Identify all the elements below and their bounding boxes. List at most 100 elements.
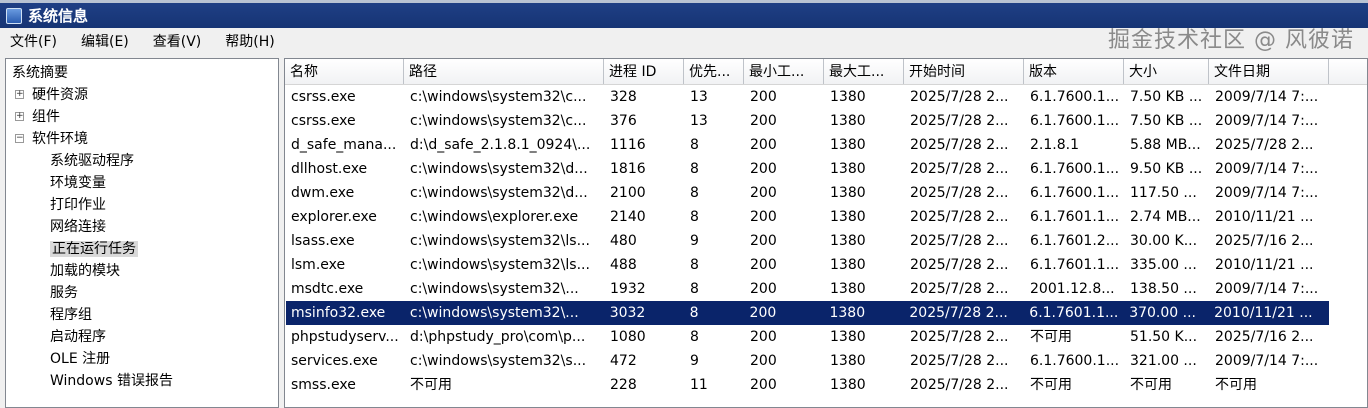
tree-item-label: 环境变量 <box>50 175 106 191</box>
column-header[interactable]: 进程 ID <box>604 59 684 84</box>
table-row[interactable]: dllhost.exe c:\windows\system32\d... 1816 8… <box>286 157 1367 181</box>
table-row[interactable]: services.exe c:\windows\system32\s... 472 9… <box>286 349 1367 373</box>
tree-child-item[interactable]: Windows 错误报告 <box>12 370 278 392</box>
table-cell: 2025/7/28 2... <box>910 185 1009 201</box>
table-cell: msinfo32.exe <box>291 305 386 321</box>
table-cell: lsass.exe <box>291 233 355 249</box>
table-cell: 200 <box>750 137 777 153</box>
table-cell: 2025/7/28 2... <box>910 257 1009 273</box>
table-cell: 6.1.7601.2... <box>1030 233 1120 249</box>
table-cell: 13 <box>690 89 708 105</box>
table-cell: 6.1.7600.1... <box>1030 161 1120 177</box>
tree-child-item[interactable]: 正在运行任务 <box>12 238 278 260</box>
table-cell: 200 <box>750 233 777 249</box>
tree-child-item[interactable]: 环境变量 <box>12 172 278 194</box>
tree-child-item[interactable]: 系统驱动程序 <box>12 150 278 172</box>
table-cell: 228 <box>610 377 637 393</box>
table-cell: 2025/7/28 2... <box>910 281 1009 297</box>
tree-child-item[interactable]: OLE 注册 <box>12 348 278 370</box>
table-cell: 117.50 ... <box>1130 185 1197 201</box>
tree-child-item[interactable]: 打印作业 <box>12 194 278 216</box>
table-cell: 2025/7/28 2... <box>910 233 1009 249</box>
menu-help[interactable]: 帮助(H) <box>225 34 275 50</box>
menu-file[interactable]: 文件(F) <box>10 34 57 50</box>
table-cell: 1080 <box>610 329 646 345</box>
tree-item-label: 系统驱动程序 <box>50 153 134 169</box>
table-cell: 3032 <box>609 305 646 321</box>
table-row[interactable]: msdtc.exe c:\windows\system32\... 1932 8 200… <box>286 277 1367 301</box>
table-row[interactable]: lsm.exe c:\windows\system32\ls... 488 8 200 1… <box>286 253 1367 277</box>
table-cell: 1932 <box>610 281 646 297</box>
table-cell: 1380 <box>830 209 866 225</box>
column-header[interactable]: 路径 <box>404 59 604 84</box>
column-header[interactable]: 最大工... <box>824 59 904 84</box>
table-cell: 2025/7/28 2... <box>910 209 1009 225</box>
table-row[interactable]: csrss.exe c:\windows\system32\c... 328 13 20… <box>286 85 1367 109</box>
tree-child-item[interactable]: 网络连接 <box>12 216 278 238</box>
table-row[interactable]: phpstudyserv... d:\phpstudy_pro\com\p... 1… <box>286 325 1367 349</box>
column-header[interactable]: 最小工... <box>744 59 824 84</box>
tree-item[interactable]: + 组件 <box>12 106 278 128</box>
column-header[interactable]: 名称 <box>285 59 404 84</box>
table-cell: 200 <box>750 257 777 273</box>
table-cell: 2025/7/28 2... <box>910 377 1009 393</box>
column-header[interactable]: 优先... <box>684 59 744 84</box>
tree-item[interactable]: + 硬件资源 <box>12 84 278 106</box>
table-cell: 200 <box>750 209 777 225</box>
table-cell: 不可用 <box>410 377 452 393</box>
menu-view[interactable]: 查看(V) <box>152 34 202 50</box>
tree-item-system-summary[interactable]: 系统摘要 <box>12 65 68 81</box>
column-header[interactable]: 版本 <box>1024 59 1124 84</box>
table-row[interactable]: csrss.exe c:\windows\system32\c... 376 13 20… <box>286 109 1367 133</box>
table-cell: 2025/7/28 2... <box>909 305 1008 321</box>
collapse-icon[interactable]: − <box>15 133 24 143</box>
table-row[interactable]: smss.exe 不可用 228 11 200 1380 2025/7/28 2... 不可用… <box>286 373 1367 397</box>
expand-icon[interactable]: + <box>15 89 24 99</box>
table-cell: 328 <box>610 89 637 105</box>
column-header[interactable]: 大小 <box>1124 59 1209 84</box>
table-cell: d_safe_mana... <box>291 137 397 153</box>
table-cell: c:\windows\system32\ls... <box>410 233 590 249</box>
tree-child-item[interactable]: 程序组 <box>12 304 278 326</box>
table-cell: 2009/7/14 7:... <box>1215 281 1319 297</box>
menu-edit[interactable]: 编辑(E) <box>80 34 129 50</box>
table-cell: 8 <box>690 209 699 225</box>
table-cell: 2009/7/14 7:... <box>1215 185 1319 201</box>
table-cell: msdtc.exe <box>291 281 364 297</box>
table-cell: c:\windows\system32\ls... <box>410 257 590 273</box>
table-cell: 376 <box>610 113 637 129</box>
table-row[interactable]: msinfo32.exe c:\windows\system32\... 3032 8… <box>286 301 1329 325</box>
column-header[interactable]: 文件日期 <box>1209 59 1329 84</box>
table-cell: 不可用 <box>1215 377 1257 393</box>
tree-child-item[interactable]: 启动程序 <box>12 326 278 348</box>
table-cell: 472 <box>610 353 637 369</box>
table-row[interactable]: dwm.exe c:\windows\system32\d... 2100 8 200 1… <box>286 181 1367 205</box>
table-row[interactable]: explorer.exe c:\windows\explorer.exe 2140 8… <box>286 205 1367 229</box>
table-cell: 8 <box>690 257 699 273</box>
window-title: 系统信息 <box>28 7 89 25</box>
tree-item-label: OLE 注册 <box>50 351 111 367</box>
table-cell: 6.1.7600.1... <box>1030 89 1120 105</box>
table-cell: 2025/7/16 2... <box>1215 233 1314 249</box>
tree-item-label: 正在运行任务 <box>50 241 138 257</box>
table-cell: 1116 <box>610 137 646 153</box>
expand-icon[interactable]: + <box>15 111 24 121</box>
category-tree[interactable]: 系统摘要 + 硬件资源 + 组件 − 软件环境 系统驱动程序 环境变量 打印作业 网络连接 正在运行… <box>5 58 279 408</box>
table-row[interactable]: lsass.exe c:\windows\system32\ls... 480 9 20… <box>286 229 1367 253</box>
table-cell: 200 <box>750 377 777 393</box>
table-cell: 8 <box>689 305 699 321</box>
tree-child-item[interactable]: 服务 <box>12 282 278 304</box>
column-header[interactable]: 开始时间 <box>904 59 1024 84</box>
table-cell: 200 <box>750 281 777 297</box>
tree-child-item[interactable]: 加载的模块 <box>12 260 278 282</box>
process-list[interactable]: 名称 路径 进程 ID 优先... 最小工... 最大工... 开始时间 版本 大小 文件日期 c… <box>284 58 1368 408</box>
tree-item-label: 软件环境 <box>32 131 88 147</box>
tree-item[interactable]: − 软件环境 <box>12 128 278 150</box>
title-bar: 系统信息 <box>0 3 1368 28</box>
table-cell: csrss.exe <box>291 113 356 129</box>
watermark: 掘金技术社区 @ 风彼诺 <box>1108 28 1354 53</box>
table-cell: 不可用 <box>1130 377 1172 393</box>
table-cell: 2100 <box>610 185 646 201</box>
table-row[interactable]: d_safe_mana... d:\d_safe_2.1.8.1_0924\...… <box>286 133 1367 157</box>
table-cell: 6.1.7601.1... <box>1029 305 1119 321</box>
